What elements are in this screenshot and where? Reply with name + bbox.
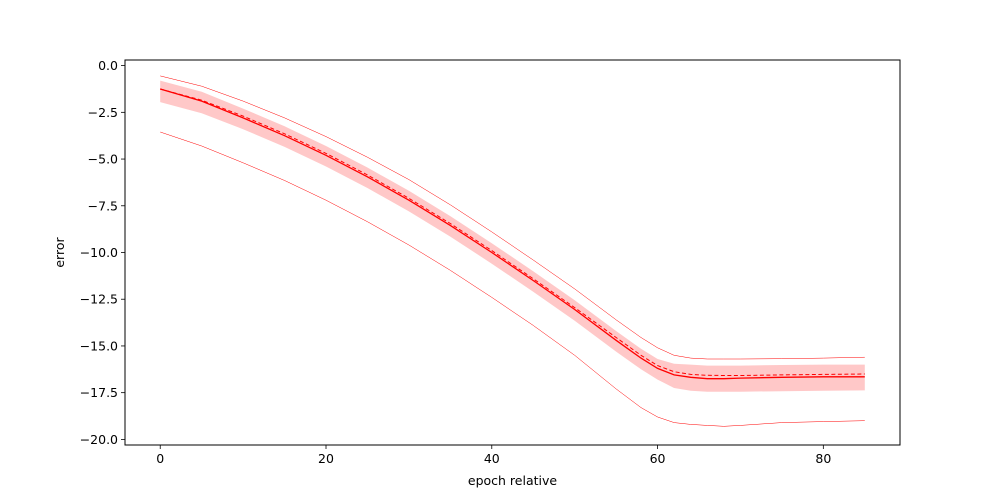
y-tick-label: −15.0 [80, 338, 118, 353]
y-tick-label: −20.0 [80, 432, 118, 447]
max-line [160, 75, 865, 360]
y-tick-label: −12.5 [80, 292, 118, 307]
x-tick-label: 40 [484, 451, 500, 466]
plot-area [160, 75, 865, 427]
x-axis-title: epoch relative [468, 473, 558, 488]
min-line [160, 131, 865, 427]
y-tick-label: −17.5 [80, 385, 118, 400]
median-line [160, 88, 865, 376]
y-tick-label: −7.5 [88, 198, 118, 213]
y-tick-label: −10.0 [80, 245, 118, 260]
x-tick-label: 60 [650, 451, 666, 466]
x-tick-label: 20 [318, 451, 334, 466]
y-tick-label: 0.0 [98, 58, 118, 73]
y-tick-label: −2.5 [88, 105, 118, 120]
y-axis-title: error [52, 237, 67, 268]
y-axis: 0.0 −2.5 −5.0 −7.5 −10.0 −12.5 −15.0 −17.5 −20.0 [80, 58, 125, 447]
x-axis: 0 20 40 60 80 [156, 445, 831, 466]
mean-line [160, 88, 865, 380]
x-tick-label: 0 [156, 451, 164, 466]
y-tick-label: −5.0 [88, 152, 118, 167]
x-tick-label: 80 [815, 451, 831, 466]
